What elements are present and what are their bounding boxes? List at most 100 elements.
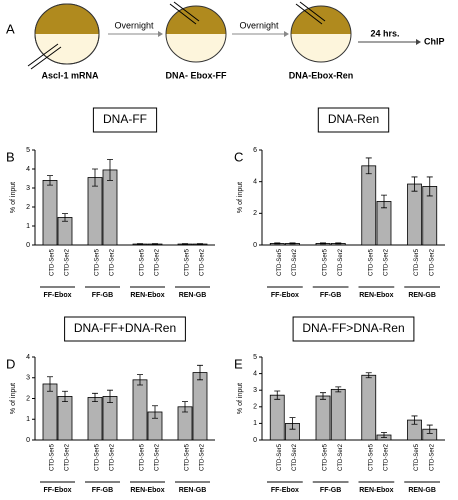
x-tick-label: CTD-Ser2 [384,248,390,276]
x-tick-label: CTD-Ser2 [65,443,71,471]
group-label: REN-GB [408,292,436,299]
x-tick-label: CTD-Ser2 [338,248,344,276]
group-label: FF-GB [92,292,113,299]
error-bar [426,176,433,197]
x-tick-label: CTD-Ser2 [155,248,161,276]
x-tick-label: CTD-Ser5 [323,248,329,276]
error-bar [92,392,98,403]
cell-label: Ascl-1 mRNA [41,70,99,80]
bar [407,183,422,246]
y-tick-label: 3 [26,375,30,382]
cell-3 [290,1,352,63]
y-tick-label: 4 [26,354,30,361]
error-bar [365,372,372,379]
error-bar [137,374,143,386]
y-tick-label: 3 [26,185,30,192]
y-tick-label: 5 [253,354,257,361]
result-label: ChIP [424,36,445,46]
panel-letter: A [6,21,15,36]
bar [330,388,346,441]
bar [361,374,377,441]
y-tick-label: 5 [26,147,30,154]
bar [192,372,208,441]
x-tick-label: CTD-Ser5 [323,443,329,471]
x-tick-label: CTD-Ser5 [95,248,101,276]
x-tick-label: CTD-Ser2 [155,443,161,471]
y-tick-label: 4 [253,179,257,186]
error-bar [274,390,281,400]
y-tick-label: 0 [26,242,30,249]
group-label: REN-GB [179,292,207,299]
x-tick-label: CTD-Ser5 [50,248,56,276]
error-bar [411,176,418,192]
y-tick-label: 4 [253,370,257,377]
y-axis-label: % of input [10,383,17,414]
error-bar [197,243,203,245]
chart-title: DNA-FF>DNA-Ren [302,321,404,335]
x-tick-label: CTD-Ser2 [292,248,298,276]
error-bar [47,175,53,186]
panel-letter: D [6,356,15,371]
bar [361,165,377,246]
x-tick-label: CTD-Ser5 [368,248,374,276]
error-bar [62,213,68,222]
group-label: FF-GB [92,487,113,494]
x-tick-label: CTD-Ser5 [185,248,191,276]
panel-letter: E [234,356,243,371]
group-label: REN-Ebox [130,292,164,299]
group-label: REN-Ebox [359,487,393,494]
x-tick-label: CTD-Ser2 [292,443,298,471]
x-tick-label: CTD-Ser2 [65,248,71,276]
x-tick-label: CTD-Ser2 [384,443,390,471]
title-box [317,107,390,133]
error-bar [320,392,326,400]
bar [87,177,103,246]
x-tick-label: CTD-Ser5 [277,443,283,471]
error-bar [289,242,296,245]
chart-title: DNA-Ren [328,112,379,126]
error-bar [137,243,143,245]
y-tick-label: 0 [26,437,30,444]
y-tick-label: 0 [253,437,257,444]
x-tick-label: CTD-Ser2 [338,443,344,471]
step-label: 24 hrs. [370,28,399,38]
y-tick-label: 4 [26,166,30,173]
error-bar [289,417,296,430]
x-tick-label: CTD-Ser2 [429,443,435,471]
cell-1 [27,3,100,70]
x-tick-label: CTD-Ser5 [368,443,374,471]
error-bar [320,242,326,245]
title-box [292,316,415,342]
group-label: FF-Ebox [44,487,72,494]
y-tick-label: 2 [26,395,30,402]
cell-label: DNA- Ebox-FF [166,70,227,80]
error-bar [411,415,418,425]
x-tick-label: CTD-Ser2 [429,248,435,276]
error-bar [381,194,387,209]
y-tick-label: 1 [26,223,30,230]
error-bar [426,424,433,434]
bar [42,179,58,246]
group-label: FF-Ebox [44,292,72,299]
step-label: Overnight [239,20,279,30]
x-tick-label: CTD-Ser5 [95,443,101,471]
y-axis-label: % of input [237,383,244,414]
group-label: FF-GB [320,487,341,494]
bar [315,395,331,441]
y-axis-label: % of input [10,182,17,213]
group-label: REN-GB [179,487,207,494]
y-tick-label: 2 [253,210,257,217]
x-tick-label: CTD-Ser5 [414,443,420,471]
y-axis-label: % of input [237,182,244,213]
y-tick-label: 0 [253,242,257,249]
bar [102,169,118,246]
bar [42,383,58,441]
error-bar [335,242,342,245]
error-bar [47,376,53,392]
x-tick-label: CTD-Ser5 [185,443,191,471]
chart-title: DNA-FF [103,112,147,126]
cell-2 [165,1,227,63]
x-tick-label: CTD-Ser5 [277,248,283,276]
group-label: FF-Ebox [271,292,299,299]
